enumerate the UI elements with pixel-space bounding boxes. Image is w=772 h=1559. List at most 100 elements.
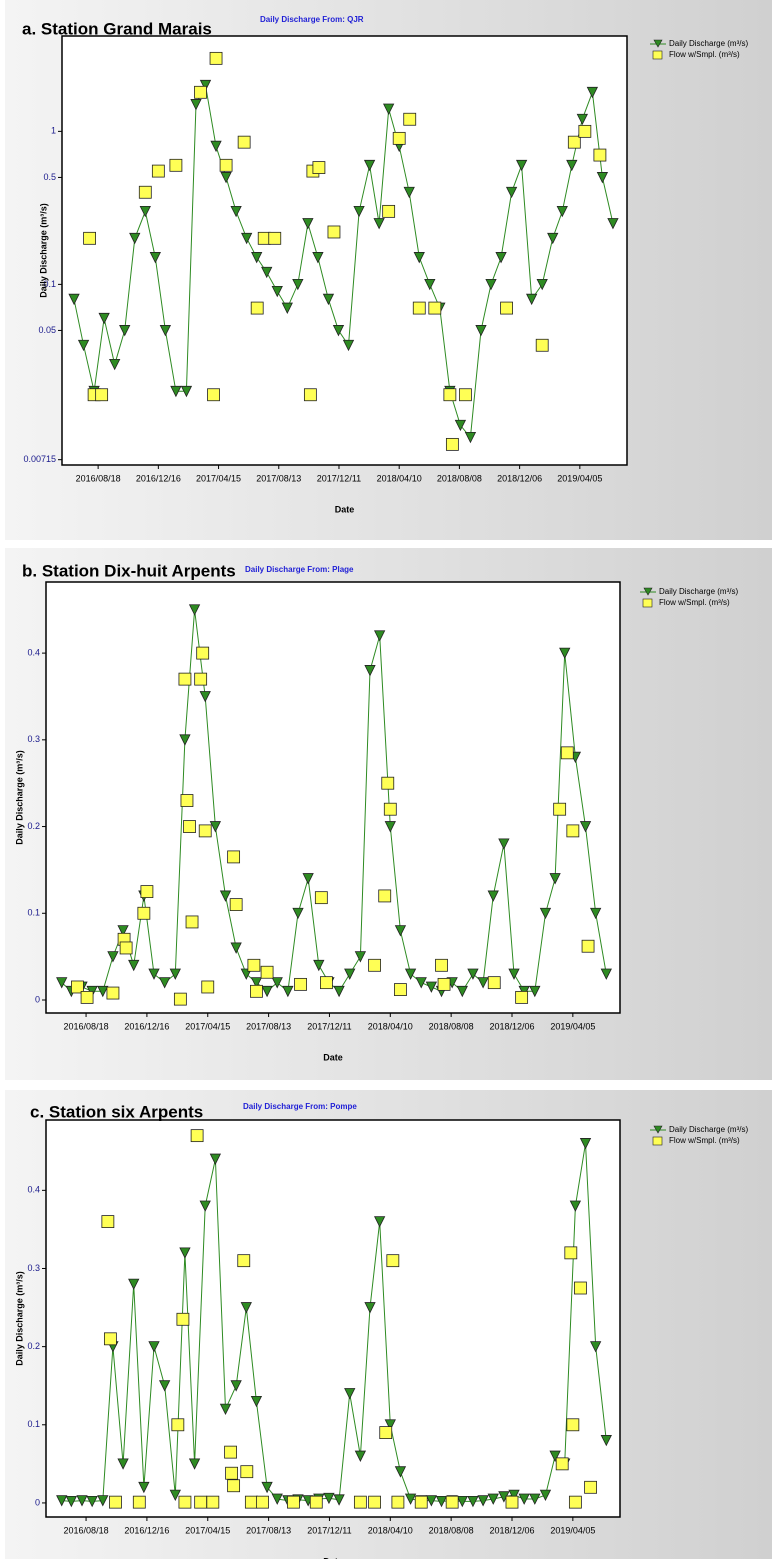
- sample-point: [176, 1312, 190, 1326]
- discharge-point: [384, 821, 396, 833]
- discharge-point: [250, 977, 263, 989]
- sample-point: [227, 1479, 241, 1493]
- sample-point: [320, 976, 333, 990]
- discharge-point: [515, 159, 528, 172]
- discharge-point: [477, 1495, 489, 1507]
- discharge-point: [98, 312, 110, 325]
- sample-point: [581, 939, 595, 953]
- discharge-point: [129, 232, 141, 245]
- sample-point: [119, 941, 133, 955]
- y-tick-label: 0.3: [27, 734, 40, 744]
- discharge-point: [332, 325, 345, 337]
- discharge-point: [281, 302, 293, 314]
- discharge-point: [180, 385, 193, 398]
- sample-point: [229, 898, 243, 911]
- y-tick-label: 0.4: [27, 647, 40, 657]
- discharge-point: [374, 630, 386, 642]
- discharge-point: [404, 1493, 417, 1505]
- sample-point: [237, 1254, 251, 1268]
- x-tick-label: 2017/12/11: [307, 1525, 351, 1535]
- discharge-point: [384, 1419, 396, 1431]
- sample-point: [553, 802, 567, 816]
- discharge-point: [292, 907, 304, 920]
- discharge-point: [97, 1495, 109, 1507]
- discharge-point: [251, 252, 263, 264]
- sample-point: [382, 204, 396, 218]
- discharge-point: [209, 821, 222, 833]
- discharge-point: [364, 665, 376, 677]
- sample-point: [140, 885, 154, 898]
- x-tick-label: 2017/04/15: [185, 1021, 230, 1031]
- x-axis-label: Date: [323, 1052, 343, 1062]
- x-axis-label: Date: [335, 504, 355, 514]
- discharge-point: [526, 293, 538, 306]
- x-tick-label: 2018/08/08: [437, 473, 482, 483]
- discharge-point: [139, 205, 151, 218]
- discharge-point: [590, 907, 602, 920]
- sample-point: [584, 1480, 597, 1494]
- sample-point: [194, 672, 208, 686]
- x-tick-label: 2017/08/13: [256, 473, 301, 483]
- sample-point: [378, 889, 392, 903]
- sample-point: [505, 1495, 519, 1509]
- x-tick-label: 2016/08/18: [64, 1525, 109, 1535]
- x-tick-label: 2016/12/16: [124, 1021, 169, 1031]
- x-tick-label: 2017/08/13: [246, 1525, 291, 1535]
- discharge-point: [302, 218, 314, 230]
- discharge-point: [586, 86, 599, 99]
- discharge-point: [323, 1492, 335, 1505]
- discharge-point: [529, 985, 541, 998]
- sample-point: [515, 990, 529, 1004]
- sample-point: [437, 977, 451, 991]
- sample-point: [428, 301, 442, 315]
- discharge-point: [302, 873, 314, 885]
- legend-label: Flow w/Smpl. (m³/s): [659, 598, 730, 607]
- x-tick-label: 2017/08/13: [246, 1021, 291, 1031]
- legend-marker: [642, 598, 653, 608]
- y-tick-label: 0.05: [38, 325, 56, 335]
- x-tick-label: 2018/12/06: [489, 1021, 534, 1031]
- legend-marker: [652, 50, 663, 60]
- x-tick-label: 2018/04/10: [368, 1525, 413, 1535]
- sample-point: [303, 388, 317, 402]
- sample-point: [225, 1466, 238, 1480]
- discharge-point: [536, 278, 548, 291]
- legend-label: Daily Discharge (m³/s): [669, 1125, 748, 1134]
- discharge-point: [424, 278, 436, 291]
- sample-point: [138, 185, 152, 199]
- legend-label: Flow w/Smpl. (m³/s): [669, 50, 740, 59]
- discharge-point: [505, 186, 518, 199]
- y-tick-label: 0.4: [27, 1185, 40, 1195]
- plot-area: [61, 35, 628, 466]
- sample-point: [386, 1254, 400, 1268]
- y-tick-label: 0.5: [43, 172, 56, 182]
- sample-point: [312, 161, 326, 174]
- sample-point: [95, 388, 109, 402]
- discharge-point: [454, 419, 467, 432]
- sample-point: [178, 672, 192, 686]
- discharge-point: [179, 1247, 191, 1259]
- legend-marker: [652, 1136, 663, 1146]
- sample-point: [227, 850, 241, 864]
- sample-point: [327, 225, 341, 239]
- discharge-point: [403, 186, 415, 199]
- x-tick-label: 2018/08/08: [429, 1021, 474, 1031]
- sample-point: [180, 794, 194, 807]
- discharge-point: [148, 968, 160, 980]
- discharge-point: [487, 1493, 499, 1505]
- discharge-point: [261, 266, 273, 279]
- discharge-point: [169, 1489, 181, 1502]
- discharge-point: [590, 1341, 602, 1353]
- sample-point: [260, 965, 274, 979]
- discharge-point: [344, 968, 356, 980]
- sample-point: [103, 1332, 117, 1346]
- discharge-point: [109, 358, 121, 371]
- discharge-point: [322, 293, 335, 306]
- sample-point: [392, 131, 406, 145]
- discharge-point: [342, 339, 355, 352]
- sample-point: [207, 388, 220, 402]
- discharge-point: [495, 252, 507, 264]
- sample-point: [173, 992, 187, 1006]
- sample-point: [445, 437, 459, 451]
- sample-point: [256, 1495, 269, 1509]
